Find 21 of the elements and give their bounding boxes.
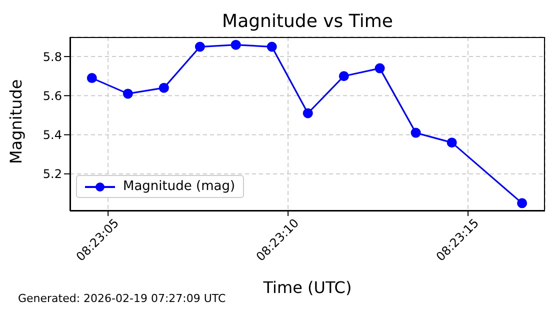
chart-title: Magnitude vs Time bbox=[221, 11, 394, 32]
point bbox=[230, 40, 241, 50]
y-tick-label: 5.8 bbox=[42, 50, 62, 64]
point bbox=[302, 108, 313, 118]
point bbox=[266, 42, 277, 52]
point bbox=[374, 63, 385, 74]
point bbox=[86, 73, 97, 84]
point bbox=[158, 82, 169, 93]
y-tick-label: 5.4 bbox=[42, 128, 62, 142]
legend-label: Magnitude (mag) bbox=[123, 179, 236, 194]
point bbox=[194, 42, 205, 52]
point bbox=[517, 198, 528, 208]
point bbox=[446, 138, 457, 148]
y-tick-label: 5.6 bbox=[42, 88, 62, 103]
point bbox=[338, 71, 349, 82]
point bbox=[122, 88, 133, 99]
point bbox=[410, 128, 421, 138]
text: Generated: 2026-02-19 07:27:09 UTC bbox=[18, 292, 226, 305]
y-tick-label: 5.2 bbox=[42, 167, 62, 182]
x-axis-title: Time (UTC) bbox=[262, 278, 352, 297]
y-axis-title: Magnitude bbox=[6, 79, 26, 164]
